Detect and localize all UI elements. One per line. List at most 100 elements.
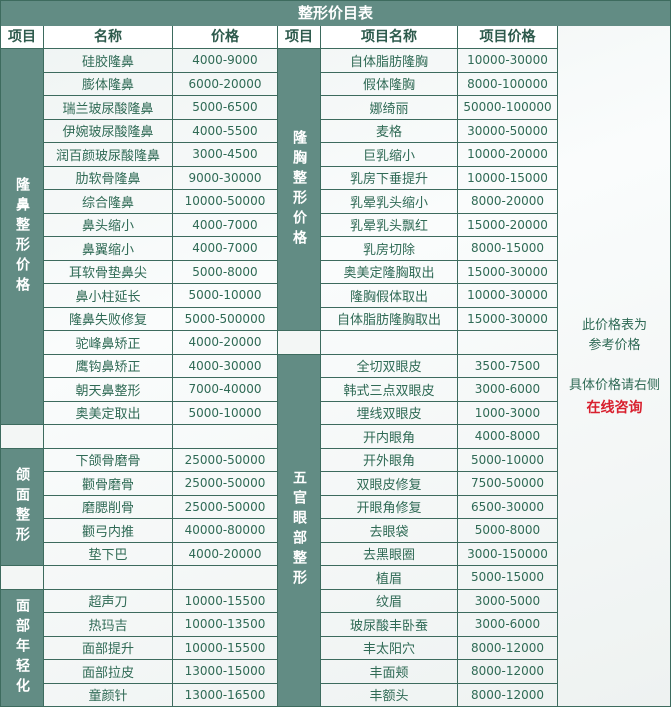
- column-header: 价格: [173, 26, 278, 49]
- item-price: 3000-6000: [458, 613, 558, 636]
- left-table: 项目 名称 价格 隆鼻整形价格 硅胶隆鼻 4000-9000 膨体隆鼻 6000-20000 瑞…: [1, 26, 278, 707]
- table-row: 植眉 5000-15000: [321, 566, 558, 590]
- item-name: 下颌骨磨骨: [44, 448, 173, 471]
- item-price: 5000-8000: [458, 519, 558, 542]
- table-row: [44, 566, 278, 590]
- table-row: 鹰钩鼻矫正 4000-30000: [44, 354, 278, 378]
- item-price: 8000-20000: [458, 190, 558, 213]
- item-price: 4000-5500: [173, 119, 278, 142]
- table-row: 假体隆胸 8000-100000: [321, 72, 558, 96]
- category-cell: [1, 425, 44, 449]
- item-name: 丰面颊: [321, 660, 458, 683]
- item-price: 5000-15000: [458, 566, 558, 589]
- table-row: 鼻头缩小 4000-7000: [44, 213, 278, 237]
- item-name: 鹰钩鼻矫正: [44, 354, 173, 377]
- category-cell: 隆胸整形价格: [278, 49, 321, 331]
- column-header: 项目: [278, 26, 321, 49]
- item-name: 鼻翼缩小: [44, 237, 173, 260]
- table-row: 纹眉 3000-5000: [321, 589, 558, 613]
- item-price: 8000-100000: [458, 72, 558, 95]
- table-row: 去眼袋 5000-8000: [321, 519, 558, 543]
- price-note: 此价格表为 参考价格 具体价格请右侧 在线咨询: [558, 26, 671, 707]
- item-price: 4000-8000: [458, 425, 558, 448]
- category-group: 颌面整形 下颌骨磨骨 25000-50000 颧骨磨骨 25000-50000 磨腮削骨 2…: [1, 448, 278, 566]
- item-name: 植眉: [321, 566, 458, 589]
- item-price: 8000-12000: [458, 636, 558, 659]
- table-row: 下颌骨磨骨 25000-50000: [44, 448, 278, 472]
- table-row: 童颜针 13000-16500: [44, 683, 278, 707]
- item-name: 乳晕乳头飘红: [321, 213, 458, 236]
- item-name: 丰太阳穴: [321, 636, 458, 659]
- category-cell: 隆鼻整形价格: [1, 49, 44, 425]
- table-row: 丰面颊 8000-12000: [321, 660, 558, 684]
- item-price: 10000-15000: [458, 166, 558, 189]
- item-name: 硅胶隆鼻: [44, 49, 173, 72]
- item-name: 丰额头: [321, 683, 458, 706]
- note-line: 参考价格: [588, 337, 641, 353]
- table-row: 开内眼角 4000-8000: [321, 425, 558, 449]
- item-name: 去眼袋: [321, 519, 458, 542]
- item-name: 耳软骨垫鼻尖: [44, 260, 173, 283]
- item-name: 颧骨磨骨: [44, 472, 173, 495]
- category-cell: 颌面整形: [1, 448, 44, 566]
- table-row: 开外眼角 5000-10000: [321, 448, 558, 472]
- header-row: 项目 名称 价格: [1, 26, 278, 49]
- table-row: 全切双眼皮 3500-7500: [321, 354, 558, 378]
- item-price: 1000-3000: [458, 401, 558, 424]
- item-price: [458, 331, 558, 354]
- online-consult-link[interactable]: 在线咨询: [586, 399, 643, 416]
- item-price: 4000-20000: [173, 331, 278, 354]
- category-group: [1, 425, 278, 449]
- item-price: 15000-30000: [458, 307, 558, 330]
- item-price: 5000-10000: [173, 401, 278, 424]
- category-group: 面部年轻化 超声刀 10000-15500 热玛吉 10000-13500 面部提升 100…: [1, 589, 278, 707]
- item-price: 8000-15000: [458, 237, 558, 260]
- table-row: 隆鼻失败修复 5000-500000: [44, 307, 278, 331]
- item-name: 奥美定隆胸取出: [321, 260, 458, 283]
- table-row: 鼻小柱延长 5000-10000: [44, 284, 278, 308]
- item-price: 3000-5000: [458, 589, 558, 612]
- item-name: 奥美定取出: [44, 401, 173, 424]
- column-header: 项目价格: [458, 26, 558, 49]
- item-name: 驼峰鼻矫正: [44, 331, 173, 354]
- item-price: 4000-7000: [173, 213, 278, 236]
- category-cell: 面部年轻化: [1, 589, 44, 707]
- table-row: 丰太阳穴 8000-12000: [321, 636, 558, 660]
- item-name: [44, 425, 173, 448]
- table-row: [321, 331, 558, 355]
- item-price: 5000-6500: [173, 96, 278, 119]
- item-price: 10000-50000: [173, 190, 278, 213]
- item-price: 25000-50000: [173, 472, 278, 495]
- item-price: 7000-40000: [173, 378, 278, 401]
- item-price: 10000-15500: [173, 636, 278, 659]
- table-row: 耳软骨垫鼻尖 5000-8000: [44, 260, 278, 284]
- item-name: 超声刀: [44, 589, 173, 612]
- item-name: 乳晕乳头缩小: [321, 190, 458, 213]
- item-price: 15000-30000: [458, 260, 558, 283]
- column-header: 项目名称: [321, 26, 458, 49]
- category-cell: [1, 566, 44, 590]
- category-cell: 五官眼部整形: [278, 354, 321, 707]
- item-name: 娜绮丽: [321, 96, 458, 119]
- item-price: 10000-30000: [458, 284, 558, 307]
- table-row: 驼峰鼻矫正 4000-20000: [44, 331, 278, 355]
- table-row: 奥美定取出 5000-10000: [44, 401, 278, 425]
- item-price: 5000-8000: [173, 260, 278, 283]
- item-name: 巨乳缩小: [321, 143, 458, 166]
- table-row: 面部拉皮 13000-15000: [44, 660, 278, 684]
- table-row: 综合隆鼻 10000-50000: [44, 190, 278, 214]
- table-row: 瑞兰玻尿酸隆鼻 5000-6500: [44, 96, 278, 120]
- item-name: 朝天鼻整形: [44, 378, 173, 401]
- item-price: 8000-12000: [458, 660, 558, 683]
- table-row: 乳房切除 8000-15000: [321, 237, 558, 261]
- table-row: 颧弓内推 40000-80000: [44, 519, 278, 543]
- item-name: 全切双眼皮: [321, 354, 458, 377]
- item-price: 3000-150000: [458, 542, 558, 565]
- header-row: 项目 项目名称 项目价格: [278, 26, 558, 49]
- item-name: 面部拉皮: [44, 660, 173, 683]
- table-row: 韩式三点双眼皮 3000-6000: [321, 378, 558, 402]
- table-title: 整形价目表: [1, 1, 670, 26]
- table-row: 丰额头 8000-12000: [321, 683, 558, 707]
- table-row: 鼻翼缩小 4000-7000: [44, 237, 278, 261]
